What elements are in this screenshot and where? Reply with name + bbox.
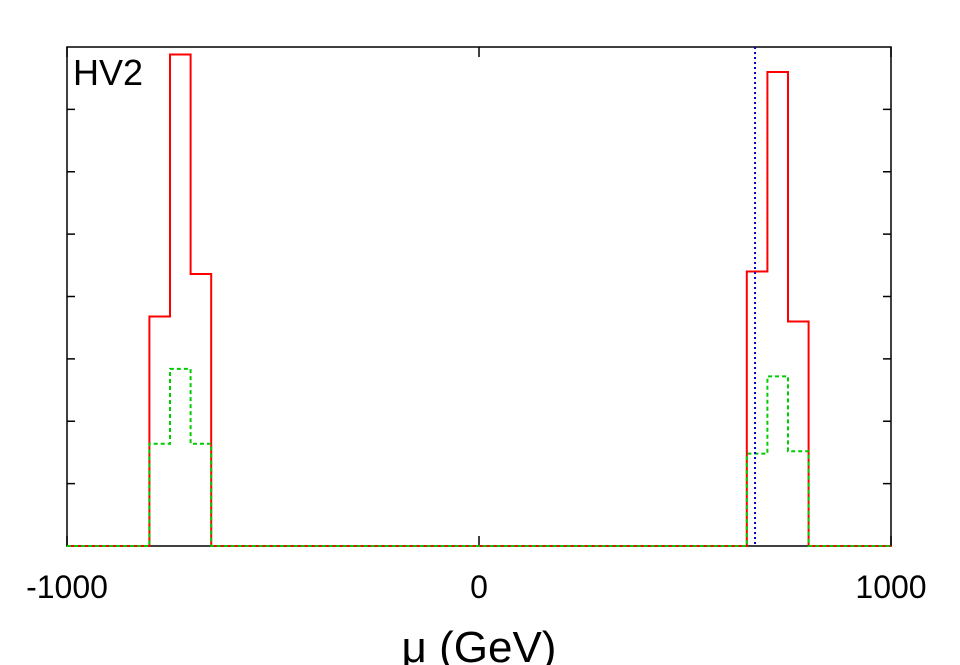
histogram-series-1 bbox=[67, 53, 891, 547]
x-axis-label: μ (GeV) bbox=[402, 623, 557, 665]
x-tick-label: 1000 bbox=[855, 569, 926, 605]
x-tick-label: -1000 bbox=[26, 569, 108, 605]
x-tick-labels: -1000 0 1000 bbox=[26, 569, 927, 605]
panel-label: HV2 bbox=[73, 52, 143, 93]
x-tick-label: 0 bbox=[470, 569, 488, 605]
x-axis-ticks bbox=[66, 47, 892, 546]
histogram-series-2 bbox=[67, 367, 891, 547]
histogram-series bbox=[67, 53, 891, 547]
y-axis-ticks bbox=[67, 108, 891, 485]
